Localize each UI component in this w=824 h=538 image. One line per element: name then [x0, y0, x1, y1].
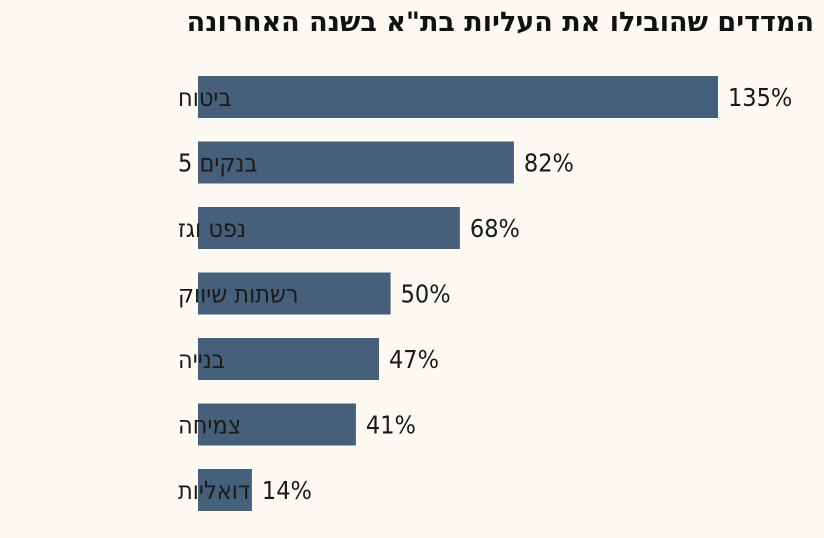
- category-label: רשתות שיווק: [178, 280, 299, 309]
- bar: [198, 403, 356, 446]
- value-label: 41%: [366, 411, 416, 440]
- value-label: 47%: [389, 345, 439, 374]
- value-label: 68%: [470, 214, 520, 243]
- value-label: 50%: [401, 280, 451, 309]
- bar: [198, 76, 718, 118]
- bar: [198, 207, 460, 249]
- chart-title: המדדים שהובילו את העליות בת"א בשנה האחרו…: [186, 7, 814, 38]
- category-label: נפט וגז: [178, 214, 246, 243]
- bar: [198, 338, 379, 380]
- bar: [198, 141, 514, 184]
- category-label: ביטוח: [178, 83, 231, 112]
- category-label: צמיחה: [178, 411, 241, 440]
- bar: [198, 272, 391, 315]
- value-label: 82%: [524, 149, 574, 178]
- category-label: בנקים 5: [178, 149, 257, 178]
- value-label: 14%: [262, 476, 312, 505]
- category-label: דואליות: [178, 476, 250, 505]
- category-label: בנייה: [178, 345, 225, 374]
- value-label: 135%: [728, 83, 792, 112]
- bar: [198, 469, 252, 511]
- bars-group: ביטוח 135% בנקים 5 82% נפט וגז 68% רשתות שיווק…: [178, 76, 792, 511]
